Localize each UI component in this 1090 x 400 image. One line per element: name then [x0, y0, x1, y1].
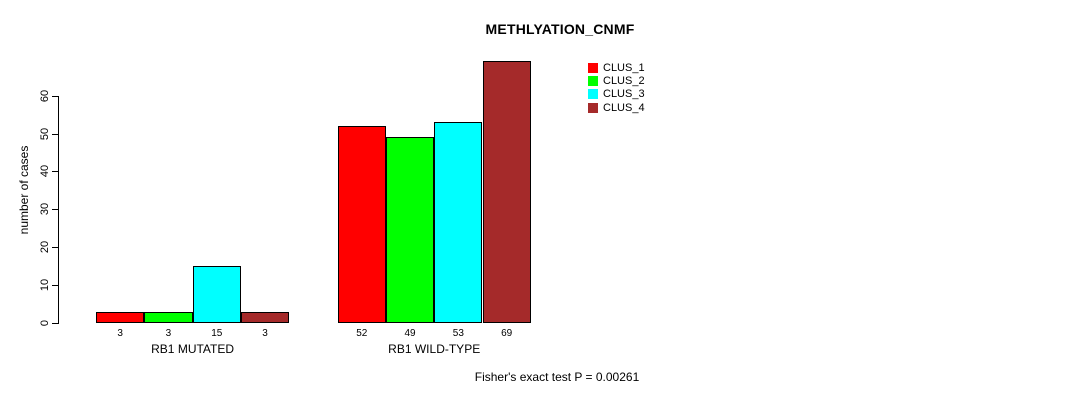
bar-value-label: 15 — [211, 328, 223, 339]
y-axis-tick — [52, 323, 58, 324]
y-axis-tick — [52, 247, 58, 249]
legend-label-CLUS_4: CLUS_4 — [603, 101, 645, 114]
bar-CLUS_2-rb1-wild-type — [385, 137, 435, 323]
bar-value-label: 53 — [452, 328, 464, 339]
legend-label-CLUS_1: CLUS_1 — [603, 61, 645, 74]
bar-CLUS_3-rb1-mutated — [192, 266, 241, 323]
legend-swatch-CLUS_3 — [588, 89, 598, 100]
y-axis-tick — [52, 171, 58, 173]
y-tick-label: 60 — [39, 89, 51, 102]
bar-CLUS_4-rb1-wild-type — [482, 61, 531, 323]
y-tick-label: 20 — [39, 241, 51, 254]
y-axis-tick — [52, 209, 58, 211]
y-axis-tick — [52, 285, 58, 287]
category-label: RB1 MUTATED — [151, 342, 235, 356]
bar-CLUS_1-rb1-mutated — [96, 311, 145, 323]
bar-value-label: 3 — [165, 328, 172, 339]
y-axis-label: number of cases — [17, 145, 31, 235]
y-tick-label: 30 — [39, 203, 51, 216]
bar-CLUS_2-rb1-mutated — [144, 311, 193, 323]
legend-label-CLUS_3: CLUS_3 — [603, 88, 645, 101]
chart-title: METHLYATION_CNMF — [485, 21, 635, 37]
legend-label-CLUS_2: CLUS_2 — [603, 75, 645, 87]
bar-value-label: 49 — [404, 328, 416, 339]
y-tick-label: 10 — [39, 278, 51, 292]
legend-swatch-CLUS_4 — [588, 102, 598, 113]
legend-swatch-CLUS_2 — [588, 76, 598, 86]
bar-CLUS_4-rb1-mutated — [240, 311, 290, 323]
annotation-text: Fisher's exact test P = 0.00261 — [474, 370, 640, 384]
bar-value-label: 3 — [117, 328, 123, 339]
category-label: RB1 WILD-TYPE — [388, 342, 481, 356]
bar-CLUS_1-rb1-wild-type — [337, 125, 386, 323]
y-axis-tick — [52, 133, 58, 135]
bar-value-label: 69 — [501, 328, 513, 339]
y-tick-label: 0 — [39, 319, 51, 327]
y-axis-line — [58, 95, 59, 324]
legend-swatch-CLUS_1 — [588, 62, 598, 73]
y-tick-label: 40 — [39, 165, 51, 178]
bar-value-label: 52 — [356, 328, 368, 339]
bar-CLUS_3-rb1-wild-type — [434, 122, 483, 323]
y-axis-tick — [52, 95, 58, 97]
bar-value-label: 3 — [262, 328, 268, 339]
y-tick-label: 50 — [39, 127, 51, 140]
